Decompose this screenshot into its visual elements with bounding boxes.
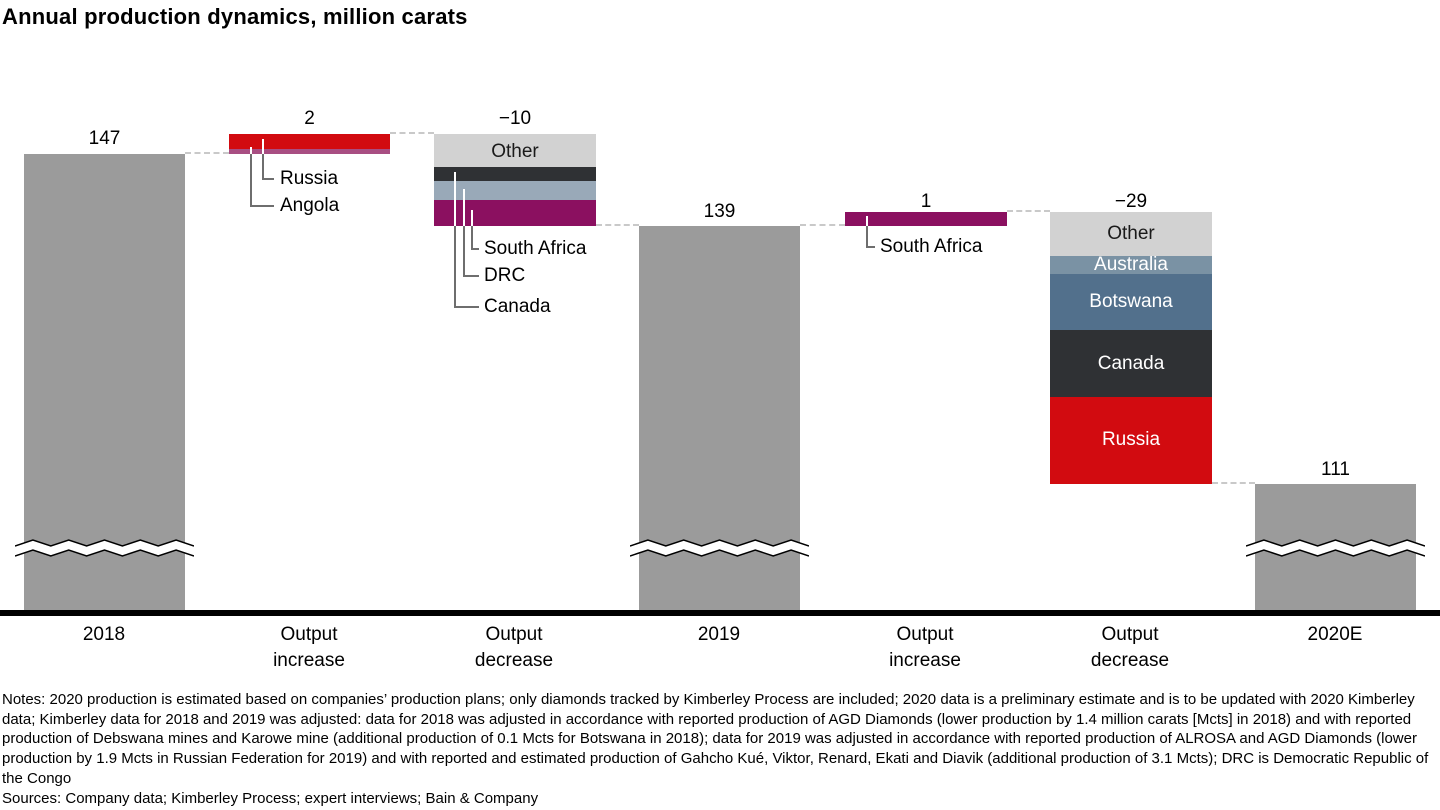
bar-break-icon	[1246, 539, 1425, 557]
bar-increase1-russia-segment	[229, 134, 390, 149]
axis-label-increase1: Output increase	[273, 624, 345, 671]
leader-line	[454, 226, 456, 308]
value-label-decrease1: −10	[498, 108, 532, 129]
axis-label-2020e: 2020E	[1307, 624, 1363, 645]
callout-label-canada: Canada	[484, 296, 551, 317]
step-connector	[390, 132, 434, 134]
notes-text: Notes: 2020 production is estimated base…	[2, 691, 1429, 787]
callout-label-drc: DRC	[484, 265, 526, 286]
leader-line	[454, 306, 479, 308]
value-label-2018: 147	[88, 128, 121, 149]
leader-line	[250, 147, 252, 154]
leader-line	[262, 154, 264, 180]
bar-increase1-angola-segment	[229, 149, 390, 154]
leader-line	[471, 226, 473, 250]
step-connector	[1007, 210, 1050, 212]
x-axis-line	[0, 610, 1440, 616]
axis-label-increase2: Output increase	[889, 624, 961, 671]
bar-decrease2-canada-segment	[1050, 330, 1212, 397]
axis-label-2019: 2019	[697, 624, 741, 645]
leader-line	[262, 139, 264, 154]
callout-label-angola: Angola	[280, 195, 340, 216]
footnotes: Notes: 2020 production is estimated base…	[2, 690, 1438, 808]
value-label-increase2: 1	[920, 191, 932, 212]
bar-2018-total	[24, 154, 185, 610]
step-connector	[596, 224, 639, 226]
bar-break-icon	[630, 539, 809, 557]
callout-label-russia: Russia	[280, 168, 339, 189]
step-connector	[1212, 482, 1255, 484]
value-label-decrease2: −29	[1114, 191, 1148, 212]
value-label-2020e: 111	[1321, 459, 1350, 480]
leader-line	[866, 226, 868, 248]
segment-label-russia: Russia	[1101, 429, 1161, 450]
leader-line	[250, 205, 274, 207]
callout-label-south-africa: South Africa	[484, 238, 587, 259]
bar-decrease1-other-segment	[434, 134, 596, 167]
leader-line	[463, 275, 479, 277]
bar-decrease1-canada-segment	[434, 167, 596, 181]
segment-label-other: Other	[491, 141, 539, 162]
leader-line	[471, 210, 473, 226]
bar-increase2-southafrica-segment	[845, 212, 1007, 226]
bar-decrease1-drc-segment	[434, 181, 596, 200]
bar-decrease2-other-segment	[1050, 212, 1212, 256]
axis-label-decrease1: Output decrease	[474, 624, 554, 671]
bar-break-icon	[15, 539, 194, 557]
value-label-2019: 139	[703, 201, 736, 222]
segment-label-botswana: Botswana	[1089, 291, 1173, 312]
segment-label-other: Other	[1107, 223, 1155, 244]
chart-title: Annual production dynamics, million cara…	[2, 4, 468, 29]
bar-decrease1-southafrica-segment	[434, 200, 596, 226]
leader-line	[471, 248, 479, 250]
leader-line	[250, 154, 252, 207]
leader-line	[262, 178, 274, 180]
leader-line	[463, 226, 465, 277]
segment-label-canada: Canada	[1097, 353, 1165, 374]
bar-decrease2-russia-segment	[1050, 397, 1212, 484]
bar-decrease2-botswana-segment	[1050, 274, 1212, 330]
axis-label-decrease2: Output decrease	[1090, 624, 1170, 671]
leader-line	[454, 172, 456, 226]
segment-label-australia: Australia	[1094, 254, 1168, 275]
leader-line	[463, 189, 465, 226]
bar-decrease2-australia-segment	[1050, 256, 1212, 274]
value-label-increase1: 2	[304, 108, 315, 129]
sources-text: Sources: Company data; Kimberley Process…	[2, 789, 539, 807]
leader-line	[866, 216, 868, 226]
step-connector	[185, 152, 229, 154]
leader-line	[866, 246, 875, 248]
axis-label-2018: 2018	[82, 624, 126, 645]
step-connector	[800, 224, 845, 226]
callout-label-south-africa: South Africa	[880, 236, 983, 257]
